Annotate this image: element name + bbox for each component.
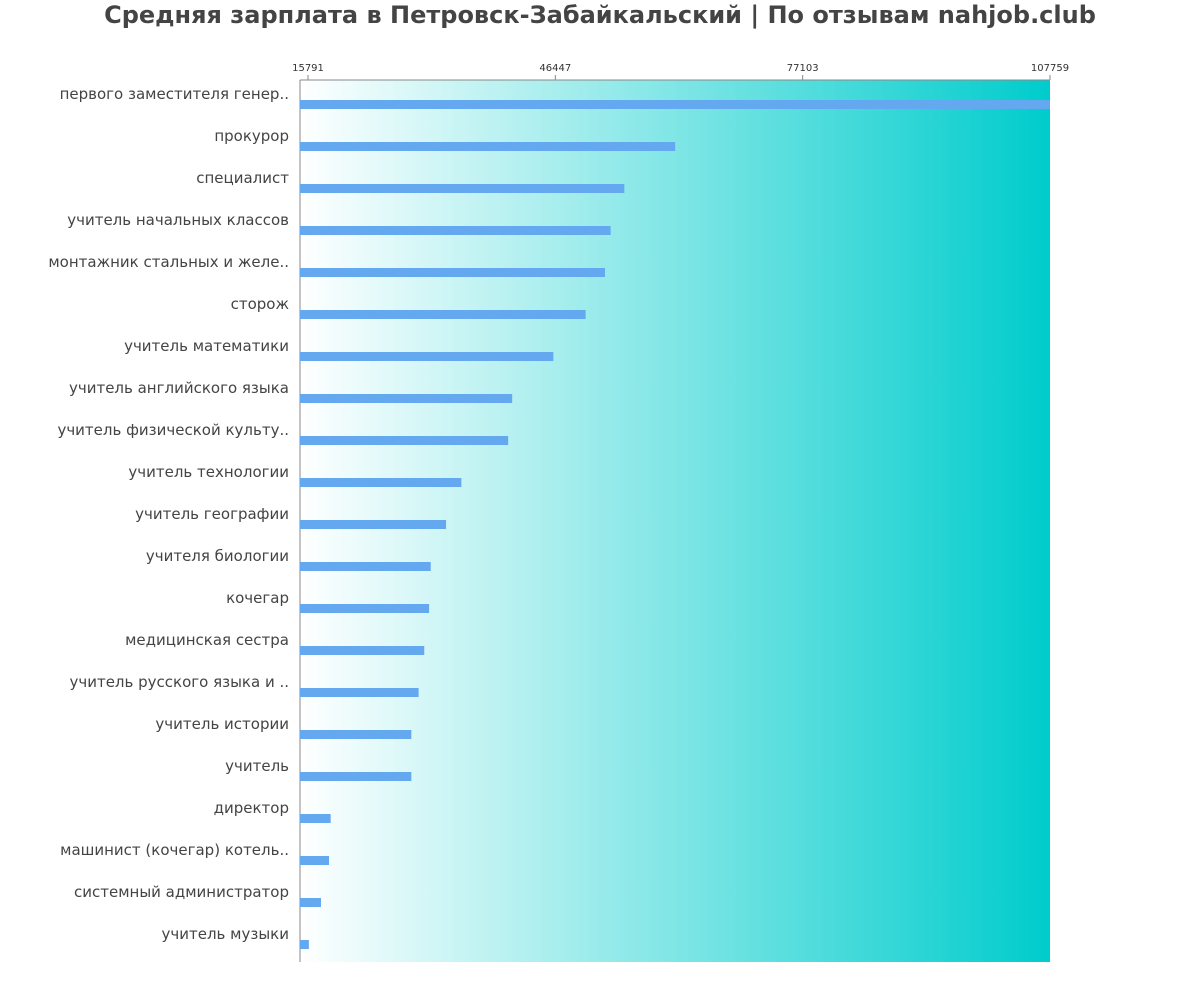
bar	[300, 142, 676, 151]
bar	[300, 730, 412, 739]
category-label: директор	[214, 799, 289, 817]
category-label: учитель математики	[124, 337, 289, 355]
category-label: кочегар	[226, 589, 289, 607]
category-label: учитель начальных классов	[67, 211, 289, 229]
x-tick-label: 46447	[539, 63, 571, 74]
category-label: учитель английского языка	[69, 379, 289, 397]
bar	[300, 352, 554, 361]
category-label: медицинская сестра	[125, 631, 289, 649]
bar	[300, 310, 586, 319]
bar	[300, 184, 625, 193]
x-tick-label: 15791	[292, 63, 324, 74]
bar	[300, 100, 1050, 109]
bar	[300, 478, 462, 487]
bar	[300, 856, 330, 865]
category-label: первого заместителя генер..	[60, 85, 289, 103]
bar	[300, 604, 430, 613]
bar	[300, 772, 412, 781]
category-label: специалист	[196, 169, 289, 187]
category-label: сторож	[231, 295, 289, 313]
category-label: машинист (кочегар) котель..	[60, 841, 289, 859]
category-label: системный администратор	[74, 883, 289, 901]
bar	[300, 646, 425, 655]
category-label: учитель технологии	[128, 463, 289, 481]
bar	[300, 898, 321, 907]
category-label: прокурор	[214, 127, 289, 145]
chart-title: Средняя зарплата в Петровск-Забайкальски…	[104, 1, 1096, 29]
category-label: учитель истории	[155, 715, 289, 733]
bar	[300, 394, 513, 403]
category-label: учитель музыки	[162, 925, 289, 943]
x-tick-label: 107759	[1031, 63, 1069, 74]
bar	[300, 814, 331, 823]
category-label: учитель	[225, 757, 289, 775]
x-tick-label: 77103	[787, 63, 819, 74]
bar	[300, 226, 611, 235]
bar	[300, 940, 309, 949]
bar	[300, 520, 447, 529]
category-label: учитель физической культу..	[57, 421, 289, 439]
category-label: учитель географии	[135, 505, 289, 523]
bar	[300, 562, 431, 571]
category-label: учителя биологии	[146, 547, 289, 565]
bar	[300, 268, 605, 277]
bar	[300, 688, 419, 697]
category-label: учитель русского языка и ..	[69, 673, 289, 691]
category-label: монтажник стальных и желе..	[48, 253, 289, 271]
bar	[300, 436, 509, 445]
